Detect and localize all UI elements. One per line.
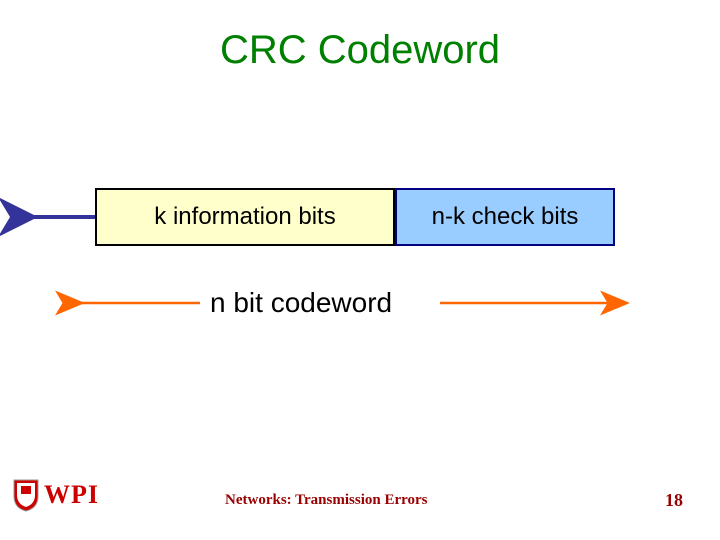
shield-icon [12, 478, 40, 512]
slide-number: 18 [665, 490, 683, 511]
info-bits-box: k information bits [95, 188, 395, 246]
arrow-layer [0, 0, 720, 540]
logo-text: WPI [44, 480, 99, 510]
info-bits-label: k information bits [154, 203, 335, 231]
check-bits-label: n-k check bits [432, 203, 579, 231]
footer-caption: Networks: Transmission Errors [225, 492, 428, 509]
codeword-label: n bit codeword [210, 287, 392, 319]
wpi-logo: WPI [12, 478, 99, 512]
check-bits-box: n-k check bits [395, 188, 615, 246]
